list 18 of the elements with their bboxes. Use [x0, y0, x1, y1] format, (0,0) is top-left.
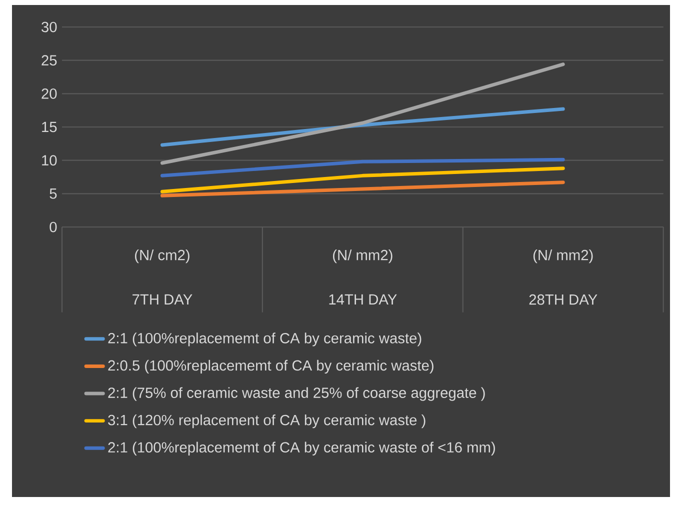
x-tick-label: 7TH DAY	[132, 294, 192, 304]
legend-label: 2:0.5 (100%replacememt of CA by ceramic waste)	[108, 360, 434, 374]
y-tick-label: 5	[50, 188, 57, 199]
text: (N/ mm2)	[333, 250, 392, 264]
legend-label: 2:1 (100%replacememt of CA by ceramic waste of <16 mm)	[108, 442, 495, 456]
x-tick-label: 14TH DAY	[329, 294, 397, 304]
text: (N/ cm2)	[135, 250, 190, 264]
text: (N/ mm2)	[533, 250, 593, 264]
legend-label: 3:1 (120% replacement of CA by ceramic waste )	[108, 414, 426, 428]
y-tick-label: 30	[42, 22, 57, 32]
legend-label: 2:1 (75% of ceramic waste and 25% of coarse aggregate )	[108, 387, 485, 401]
x-tick-label: 28TH DAY	[529, 294, 598, 305]
legend-label: 2:1 (100%replacememt of CA by ceramic waste)	[108, 332, 422, 346]
y-tick-label: 20	[42, 88, 57, 99]
y-tick-label: 0	[50, 222, 57, 232]
y-tick-label: 25	[42, 55, 57, 66]
y-tick-label: 10	[42, 155, 57, 166]
y-tick-label: 15	[42, 122, 57, 132]
